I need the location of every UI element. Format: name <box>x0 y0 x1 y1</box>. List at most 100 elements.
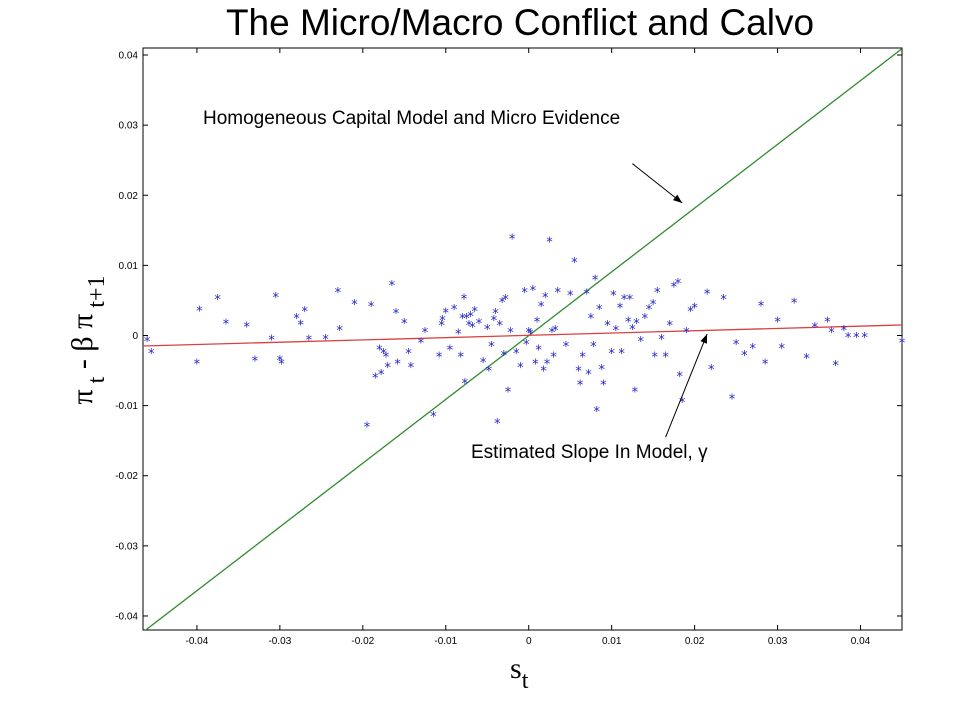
data-point: * <box>542 291 549 306</box>
data-point: * <box>853 331 860 346</box>
data-point: * <box>436 351 443 366</box>
y-tick-label: 0 <box>132 331 138 342</box>
data-point: * <box>496 319 503 334</box>
data-point: * <box>509 233 516 248</box>
data-point: * <box>596 303 603 318</box>
data-point: * <box>613 324 620 339</box>
y-tick-label: -0.02 <box>115 471 138 482</box>
x-tick-label: 0.02 <box>685 636 705 647</box>
data-point: * <box>393 307 400 322</box>
data-point: * <box>272 291 279 306</box>
x-tick-label: 0.04 <box>851 636 871 647</box>
data-point: * <box>618 347 625 362</box>
data-point: * <box>335 286 342 301</box>
data-point: * <box>617 301 624 316</box>
data-point: * <box>401 317 408 332</box>
data-point: * <box>845 331 852 346</box>
data-point: * <box>552 324 559 339</box>
data-point: * <box>372 372 379 387</box>
data-point: * <box>778 342 785 357</box>
data-point: * <box>683 326 690 341</box>
data-point: * <box>491 314 498 329</box>
data-point: * <box>540 365 547 380</box>
data-point: * <box>598 363 605 378</box>
data-point: * <box>501 349 508 364</box>
y-tick-label: -0.01 <box>115 401 138 412</box>
data-point: * <box>593 405 600 420</box>
data-point: * <box>652 351 659 366</box>
estimated-slope-line <box>143 324 902 347</box>
data-point: * <box>443 306 450 321</box>
data-point: * <box>604 319 611 334</box>
data-point: * <box>451 303 458 318</box>
data-point: * <box>567 289 574 304</box>
x-tick-label: -0.04 <box>186 636 209 647</box>
data-point: * <box>729 393 736 408</box>
data-point: * <box>642 312 649 327</box>
data-point: * <box>590 340 597 355</box>
data-point: * <box>588 312 595 327</box>
data-point: * <box>527 327 534 342</box>
data-point: * <box>364 421 371 436</box>
data-point: * <box>513 347 520 362</box>
data-point: * <box>502 293 509 308</box>
data-point: * <box>571 256 578 271</box>
data-point: * <box>549 326 556 341</box>
data-point: * <box>499 296 506 311</box>
axis-labels: st π t - β π t+1 <box>66 276 529 694</box>
data-point: * <box>408 361 415 376</box>
data-point: * <box>268 334 275 349</box>
data-point: * <box>306 334 313 349</box>
annotations: Homogeneous Capital Model and Micro Evid… <box>203 108 708 463</box>
data-point: * <box>467 310 474 325</box>
data-point: * <box>461 292 468 307</box>
annotation-estimated-slope: Estimated Slope In Model, γ <box>471 442 708 463</box>
data-point: * <box>646 303 653 318</box>
data-point: * <box>422 326 429 341</box>
data-point: * <box>803 352 810 367</box>
data-point: * <box>741 349 748 364</box>
data-point: * <box>223 318 230 333</box>
data-point: * <box>828 326 835 341</box>
data-point: * <box>633 317 640 332</box>
data-point: * <box>535 344 542 359</box>
data-point: * <box>708 363 715 378</box>
data-point: * <box>637 335 644 350</box>
arrow-estimated-slope-head <box>700 334 708 344</box>
data-point: * <box>544 358 551 373</box>
data-point: * <box>671 280 678 295</box>
data-point: * <box>243 320 250 335</box>
y-tick-label: 0.02 <box>119 191 139 202</box>
x-tick-label: 0 <box>526 636 532 647</box>
data-point: * <box>278 358 285 373</box>
data-point: * <box>148 347 155 362</box>
data-point: * <box>691 301 698 316</box>
data-point: * <box>824 315 831 330</box>
x-tick-label: -0.01 <box>434 636 457 647</box>
annotation-homogeneous-capital: Homogeneous Capital Model and Micro Evid… <box>203 108 620 129</box>
data-point: * <box>457 351 464 366</box>
data-point: * <box>383 351 390 366</box>
data-point: * <box>438 319 445 334</box>
data-point: * <box>584 287 591 302</box>
data-point: * <box>632 386 639 401</box>
data-point: * <box>322 333 329 348</box>
data-point: * <box>774 315 781 330</box>
data-point: * <box>546 236 553 251</box>
data-point: * <box>447 344 454 359</box>
data-point: * <box>534 315 541 330</box>
data-point: * <box>627 293 634 308</box>
data-point: * <box>555 286 562 301</box>
y-tick-label: 0.03 <box>119 121 139 132</box>
data-point: * <box>486 365 493 380</box>
data-point: * <box>749 342 756 357</box>
data-point: * <box>733 338 740 353</box>
page-title: The Micro/Macro Conflict and Calvo <box>225 2 815 43</box>
data-point: * <box>592 273 599 288</box>
data-point: * <box>899 337 906 352</box>
plot-area <box>142 47 903 631</box>
data-point: * <box>196 304 203 319</box>
homogeneous-capital-line <box>144 48 902 630</box>
data-point: * <box>662 351 669 366</box>
data-point: * <box>430 410 437 425</box>
